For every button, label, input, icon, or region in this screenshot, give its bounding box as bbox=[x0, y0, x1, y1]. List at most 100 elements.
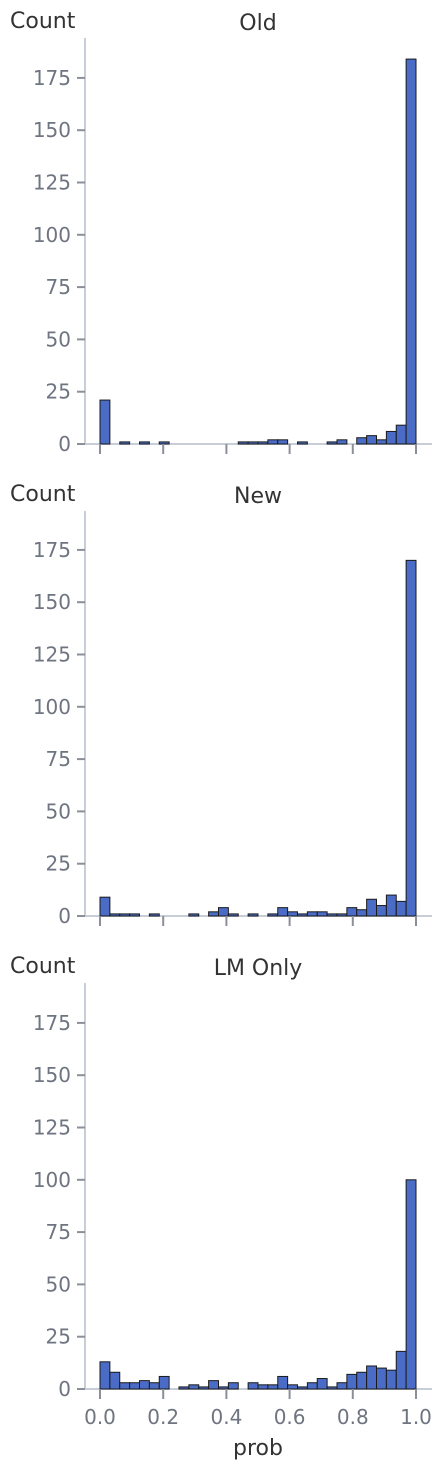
histogram-bar bbox=[356, 437, 368, 445]
histogram-bar bbox=[99, 1361, 111, 1390]
histogram-bar bbox=[99, 896, 111, 917]
histogram-bar bbox=[119, 1382, 131, 1390]
y-tick-label: 25 bbox=[46, 380, 71, 404]
histogram-bar bbox=[316, 911, 328, 917]
x-axis-label: prob bbox=[233, 1436, 283, 1461]
histogram-bar bbox=[306, 1382, 318, 1390]
histogram-bar bbox=[257, 1384, 269, 1390]
histogram-bar bbox=[316, 1378, 328, 1390]
y-axis-label: Count bbox=[10, 482, 76, 507]
y-tick-label: 175 bbox=[33, 66, 71, 90]
histogram-bar bbox=[326, 913, 338, 917]
histogram-bar bbox=[376, 439, 387, 445]
chart-title: New bbox=[234, 484, 282, 509]
histogram-bar bbox=[356, 1371, 368, 1390]
histogram-bar bbox=[385, 894, 397, 917]
histogram-bar bbox=[356, 909, 368, 917]
histogram-bar bbox=[297, 1386, 308, 1390]
y-tick-label: 50 bbox=[46, 327, 71, 351]
histogram-bar bbox=[129, 1382, 140, 1390]
histogram-bar bbox=[346, 1373, 358, 1390]
y-tick-label: 175 bbox=[33, 1011, 71, 1035]
histogram-bar bbox=[257, 441, 269, 445]
y-tick-label: 100 bbox=[33, 1168, 71, 1192]
histogram-bar bbox=[336, 439, 348, 445]
y-tick-label: 100 bbox=[33, 695, 71, 719]
y-tick-label: 125 bbox=[33, 1116, 71, 1140]
y-tick-label: 75 bbox=[46, 1220, 71, 1244]
x-tick-label: 0.6 bbox=[274, 1405, 306, 1429]
histogram-bar bbox=[198, 1386, 210, 1390]
histogram-bar bbox=[218, 907, 229, 917]
histogram-bar bbox=[139, 441, 150, 445]
histogram-bar bbox=[267, 913, 279, 917]
y-tick-label: 175 bbox=[33, 538, 71, 562]
histogram-bar bbox=[227, 913, 239, 917]
histogram-bar bbox=[405, 1179, 417, 1390]
histogram-bar bbox=[119, 441, 131, 445]
y-tick-label: 50 bbox=[46, 1272, 71, 1296]
x-tick-label: 0.4 bbox=[210, 1405, 242, 1429]
histogram-bar bbox=[385, 430, 397, 445]
histogram-bar bbox=[366, 1365, 377, 1390]
histogram-bar bbox=[227, 1382, 239, 1390]
histogram-bar bbox=[178, 1386, 190, 1390]
y-tick-label: 0 bbox=[58, 904, 71, 928]
histogram-bar bbox=[297, 441, 308, 445]
histogram-bar bbox=[326, 441, 338, 445]
histogram-bar bbox=[336, 1382, 348, 1390]
histogram-bar bbox=[366, 898, 377, 917]
histogram-bar bbox=[188, 1384, 200, 1390]
histogram-bar bbox=[247, 1382, 259, 1390]
histogram-bar bbox=[119, 913, 131, 917]
y-tick-label: 0 bbox=[58, 1377, 71, 1401]
y-tick-label: 150 bbox=[33, 590, 71, 614]
histogram-bar bbox=[208, 911, 219, 917]
x-tick-label: 1.0 bbox=[400, 1405, 432, 1429]
histogram-bar bbox=[109, 1371, 121, 1390]
histogram-bar bbox=[218, 1386, 229, 1390]
y-tick-label: 25 bbox=[46, 852, 71, 876]
histogram-bar bbox=[306, 911, 318, 917]
histogram-bar bbox=[109, 913, 121, 917]
histogram-bar bbox=[148, 913, 160, 917]
y-tick-label: 50 bbox=[46, 799, 71, 823]
histogram-bar bbox=[247, 913, 259, 917]
y-axis-label: Count bbox=[10, 954, 76, 979]
histogram-bar bbox=[405, 559, 417, 917]
histogram-bar bbox=[385, 1369, 397, 1390]
histogram-bar bbox=[237, 441, 249, 445]
y-tick-label: 75 bbox=[46, 747, 71, 771]
histogram-bar bbox=[139, 1380, 150, 1390]
histogram-bar bbox=[326, 1386, 338, 1390]
histogram-bar bbox=[277, 1375, 289, 1390]
x-tick-label: 0.2 bbox=[147, 1405, 179, 1429]
histogram-bar bbox=[287, 1384, 298, 1390]
y-tick-label: 150 bbox=[33, 118, 71, 142]
y-tick-label: 100 bbox=[33, 223, 71, 247]
y-tick-label: 0 bbox=[58, 432, 71, 456]
histogram-bar bbox=[267, 1384, 279, 1390]
histogram-bar bbox=[376, 905, 387, 917]
histogram-bar bbox=[247, 441, 259, 445]
x-tick-label: 0.8 bbox=[337, 1405, 369, 1429]
histogram-bar bbox=[267, 439, 279, 445]
y-tick-label: 25 bbox=[46, 1325, 71, 1349]
histogram-bar bbox=[395, 424, 407, 445]
y-tick-label: 125 bbox=[33, 643, 71, 667]
histogram-bar bbox=[395, 900, 407, 917]
histogram-bar bbox=[158, 1375, 170, 1390]
chart-title: LM Only bbox=[214, 956, 303, 981]
histogram-bar bbox=[99, 399, 111, 445]
histogram-bar bbox=[188, 913, 200, 917]
histogram-bar bbox=[277, 439, 289, 445]
histogram-bar bbox=[376, 1367, 387, 1390]
histogram-bar bbox=[208, 1380, 219, 1390]
histogram-bar bbox=[297, 913, 308, 917]
x-tick-label: 0.0 bbox=[84, 1405, 116, 1429]
y-tick-label: 125 bbox=[33, 171, 71, 195]
histogram-bar bbox=[336, 913, 348, 917]
histogram-bar bbox=[395, 1350, 407, 1390]
histogram-bar bbox=[148, 1382, 160, 1390]
